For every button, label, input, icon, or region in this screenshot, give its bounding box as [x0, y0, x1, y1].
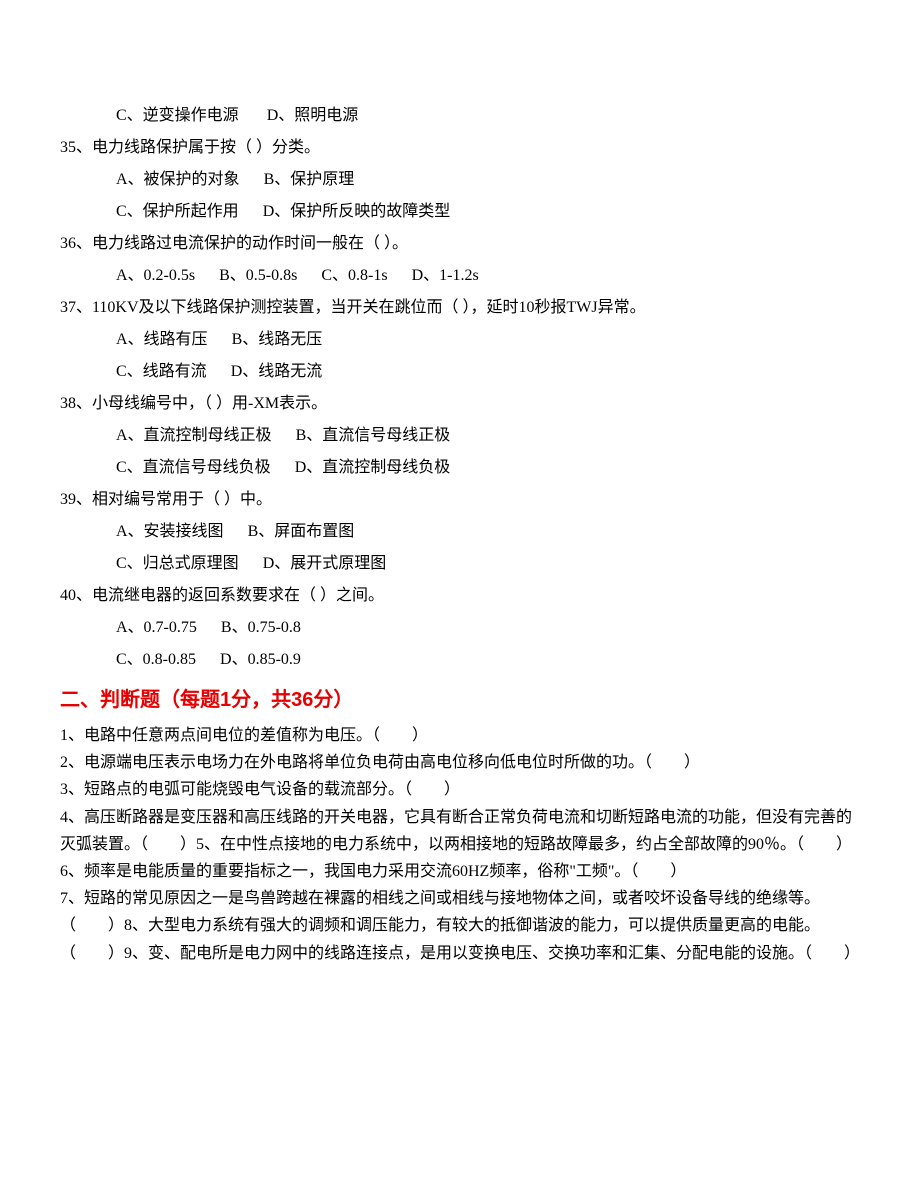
- tf-item-5: 6、频率是电能质量的重要指标之一，我国电力采用交流60HZ频率，俗称"工频"。（…: [60, 858, 860, 885]
- option-c: C、逆变操作电源: [116, 100, 239, 132]
- question-stem: 40、电流继电器的返回系数要求在（ ）之间。: [60, 580, 860, 612]
- options-row: C、直流信号母线负极 D、直流控制母线负极: [60, 452, 860, 484]
- question-stem: 38、小母线编号中，（ ）用-XM表示。: [60, 388, 860, 420]
- multiple-choice-list: 35、电力线路保护属于按（ ）分类。A、被保护的对象B、保护原理C、保护所起作用…: [60, 132, 860, 676]
- options-row: A、0.2-0.5s B、0.5-0.8s C、0.8-1s D、1-1.2s: [60, 260, 860, 292]
- question-36: 36、电力线路过电流保护的动作时间一般在（ ）。A、0.2-0.5s B、0.5-…: [60, 228, 860, 292]
- option: D、保护所反映的故障类型: [263, 196, 451, 228]
- option: C、线路有流: [116, 356, 207, 388]
- option: A、0.2-0.5s: [116, 260, 195, 292]
- options-row: C、0.8-0.85 D、0.85-0.9: [60, 644, 860, 676]
- option: D、0.85-0.9: [220, 644, 301, 676]
- option: C、归总式原理图: [116, 548, 239, 580]
- continued-options: C、逆变操作电源 D、照明电源: [60, 100, 860, 132]
- option: B、0.5-0.8s: [219, 260, 297, 292]
- option: C、直流信号母线负极: [116, 452, 271, 484]
- question-39: 39、相对编号常用于（ ）中。A、安装接线图 B、屏面布置图 C、归总式原理图 D、展…: [60, 484, 860, 580]
- option: B、保护原理: [264, 164, 355, 196]
- tf-item-1: 1、电路中任意两点间电位的差值称为电压。（ ）: [60, 722, 860, 749]
- option: A、被保护的对象: [116, 164, 240, 196]
- option: B、线路无压: [232, 324, 323, 356]
- options-row: C、线路有流 D、线路无流: [60, 356, 860, 388]
- options-row: A、0.7-0.75 B、0.75-0.8: [60, 612, 860, 644]
- tf-item-3: 3、短路点的电弧可能烧毁电气设备的载流部分。（ ）: [60, 776, 860, 803]
- true-false-list: 1、电路中任意两点间电位的差值称为电压。（ ）2、电源端电压表示电场力在外电路将…: [60, 722, 860, 967]
- question-stem: 36、电力线路过电流保护的动作时间一般在（ ）。: [60, 228, 860, 260]
- question-stem: 35、电力线路保护属于按（ ）分类。: [60, 132, 860, 164]
- question-37: 37、110KV及以下线路保护测控装置，当开关在跳位而（ ），延时10秒报TWJ…: [60, 292, 860, 388]
- option: A、线路有压: [116, 324, 208, 356]
- option: A、安装接线图: [116, 516, 224, 548]
- option: C、0.8-0.85: [116, 644, 196, 676]
- section-2-header: 二、判断题（每题1分，共36分）: [60, 680, 860, 720]
- question-35: 35、电力线路保护属于按（ ）分类。A、被保护的对象B、保护原理C、保护所起作用…: [60, 132, 860, 228]
- option: D、线路无流: [231, 356, 323, 388]
- question-38: 38、小母线编号中，（ ）用-XM表示。A、直流控制母线正极 B、直流信号母线正极…: [60, 388, 860, 484]
- option: B、0.75-0.8: [221, 612, 301, 644]
- option: C、保护所起作用: [116, 196, 239, 228]
- option-d: D、照明电源: [267, 100, 359, 132]
- option: D、展开式原理图: [263, 548, 387, 580]
- question-stem: 39、相对编号常用于（ ）中。: [60, 484, 860, 516]
- tf-item-4: 4、高压断路器是变压器和高压线路的开关电器，它具有断合正常负荷电流和切断短路电流…: [60, 804, 860, 858]
- options-row: A、线路有压 B、线路无压: [60, 324, 860, 356]
- question-stem: 37、110KV及以下线路保护测控装置，当开关在跳位而（ ），延时10秒报TWJ…: [60, 292, 860, 324]
- option: D、直流控制母线负极: [295, 452, 451, 484]
- option: A、0.7-0.75: [116, 612, 197, 644]
- tf-item-6: 7、短路的常见原因之一是鸟兽跨越在裸露的相线之间或相线与接地物体之间，或者咬坏设…: [60, 885, 860, 967]
- options-row: A、直流控制母线正极 B、直流信号母线正极: [60, 420, 860, 452]
- options-row: C、保护所起作用 D、保护所反映的故障类型: [60, 196, 860, 228]
- tf-item-2: 2、电源端电压表示电场力在外电路将单位负电荷由高电位移向低电位时所做的功。（ ）: [60, 749, 860, 776]
- options-row: A、安装接线图 B、屏面布置图: [60, 516, 860, 548]
- option: B、直流信号母线正极: [296, 420, 451, 452]
- question-40: 40、电流继电器的返回系数要求在（ ）之间。A、0.7-0.75 B、0.75-0…: [60, 580, 860, 676]
- options-row: C、归总式原理图 D、展开式原理图: [60, 548, 860, 580]
- options-row: A、被保护的对象 B、保护原理: [60, 164, 860, 196]
- option: C、0.8-1s: [321, 260, 387, 292]
- option: D、1-1.2s: [412, 260, 479, 292]
- option: A、直流控制母线正极: [116, 420, 272, 452]
- option: B、屏面布置图: [248, 516, 355, 548]
